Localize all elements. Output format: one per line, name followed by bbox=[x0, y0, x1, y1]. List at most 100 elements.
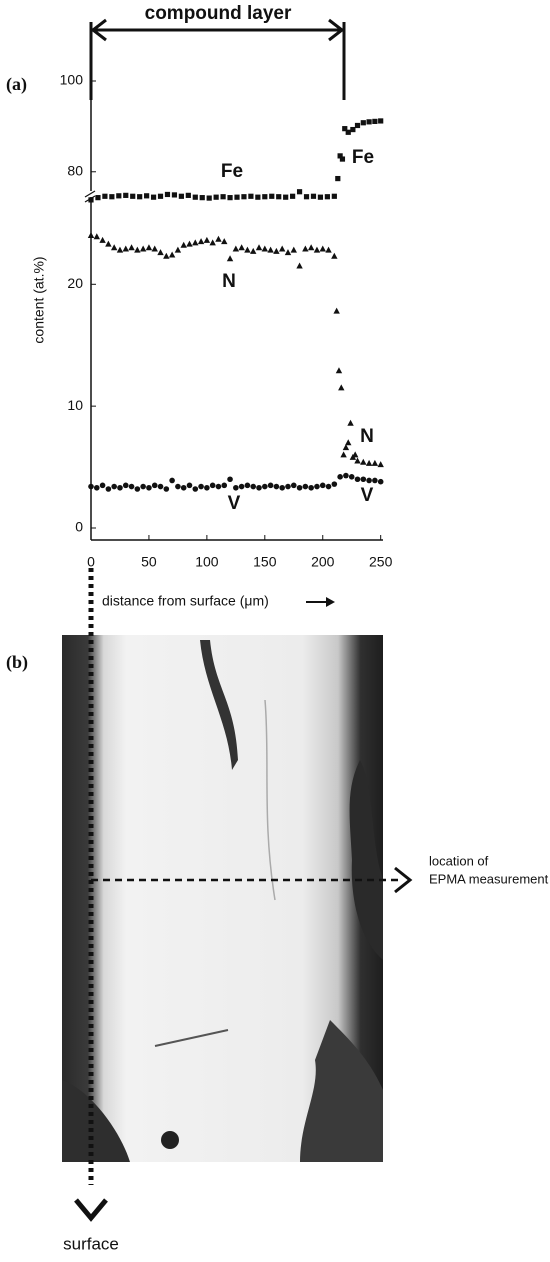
point bbox=[317, 194, 324, 200]
point bbox=[290, 246, 297, 253]
point bbox=[105, 486, 112, 492]
point bbox=[244, 246, 251, 253]
y-tick-label: 20 bbox=[67, 275, 83, 291]
arrow-head bbox=[394, 866, 413, 894]
point bbox=[360, 458, 367, 465]
series-label: N bbox=[360, 426, 374, 447]
point bbox=[337, 153, 343, 159]
point bbox=[372, 477, 378, 484]
series-label: Fe bbox=[352, 147, 374, 168]
point bbox=[255, 244, 263, 251]
point bbox=[215, 235, 222, 242]
point bbox=[171, 192, 178, 198]
point bbox=[233, 484, 239, 491]
compound-layer-marker bbox=[89, 18, 346, 100]
point bbox=[151, 245, 158, 252]
point bbox=[144, 193, 150, 199]
point bbox=[256, 484, 262, 491]
plot: 0 10 20 80 100 0 50 100 150 200 250 content (at.%) d… bbox=[31, 72, 393, 609]
point bbox=[267, 246, 274, 253]
point bbox=[87, 232, 95, 239]
axis-break bbox=[84, 190, 96, 198]
point bbox=[163, 486, 170, 492]
point bbox=[234, 194, 240, 200]
point bbox=[226, 255, 234, 262]
point bbox=[221, 238, 228, 245]
point bbox=[209, 482, 216, 489]
point bbox=[238, 244, 245, 251]
point bbox=[180, 241, 187, 248]
point bbox=[157, 483, 164, 490]
point bbox=[276, 194, 282, 200]
point bbox=[180, 484, 187, 491]
point bbox=[111, 483, 117, 490]
y-tick-label: 10 bbox=[67, 397, 83, 413]
point bbox=[203, 236, 211, 243]
point bbox=[250, 483, 257, 490]
point bbox=[261, 245, 269, 252]
point bbox=[319, 482, 326, 489]
arrow-head bbox=[74, 1198, 108, 1222]
x-tick-label: 150 bbox=[253, 554, 277, 570]
point bbox=[209, 239, 216, 246]
point bbox=[175, 483, 181, 490]
point bbox=[310, 193, 317, 199]
point bbox=[213, 194, 219, 200]
point bbox=[88, 483, 94, 490]
point bbox=[331, 252, 338, 259]
x-tick-label: 250 bbox=[369, 554, 393, 570]
point bbox=[102, 193, 108, 199]
point bbox=[333, 307, 340, 314]
point bbox=[109, 194, 115, 200]
point bbox=[262, 194, 268, 200]
point bbox=[360, 476, 367, 483]
point bbox=[342, 444, 350, 451]
point bbox=[116, 246, 124, 253]
point bbox=[331, 481, 338, 487]
point bbox=[157, 249, 164, 256]
point bbox=[93, 233, 100, 240]
location-label: EPMA measurement bbox=[429, 871, 549, 886]
point bbox=[377, 478, 384, 485]
x-tick-label: 0 bbox=[87, 554, 95, 570]
x-tick-label: 50 bbox=[141, 554, 157, 570]
point bbox=[366, 477, 372, 484]
point bbox=[335, 367, 343, 374]
point bbox=[227, 195, 233, 201]
point bbox=[285, 483, 291, 490]
x-tick-label: 200 bbox=[311, 554, 335, 570]
point bbox=[303, 194, 310, 200]
point bbox=[220, 194, 226, 200]
point bbox=[337, 474, 343, 480]
x-tick-label: 100 bbox=[195, 554, 219, 570]
y-tick-label: 80 bbox=[67, 162, 83, 178]
point bbox=[169, 477, 175, 484]
point bbox=[273, 483, 280, 490]
point bbox=[150, 194, 157, 200]
point bbox=[244, 482, 251, 489]
point bbox=[296, 262, 303, 269]
point bbox=[199, 195, 205, 201]
point bbox=[267, 482, 274, 489]
panel-label: (b) bbox=[6, 652, 28, 673]
point bbox=[151, 482, 158, 489]
point bbox=[354, 476, 361, 483]
point bbox=[116, 193, 122, 199]
point bbox=[377, 461, 384, 468]
point bbox=[128, 244, 135, 251]
arrow bbox=[326, 597, 335, 607]
point bbox=[178, 193, 184, 199]
point bbox=[307, 244, 315, 251]
point bbox=[238, 483, 245, 490]
y-tick-label: 0 bbox=[75, 519, 83, 535]
point bbox=[88, 197, 94, 203]
point bbox=[351, 451, 359, 458]
point bbox=[117, 484, 123, 491]
point bbox=[95, 195, 101, 201]
point bbox=[99, 236, 106, 243]
point bbox=[335, 175, 341, 182]
point bbox=[134, 486, 141, 492]
y-tick-label: 100 bbox=[60, 72, 84, 88]
point bbox=[146, 484, 152, 491]
